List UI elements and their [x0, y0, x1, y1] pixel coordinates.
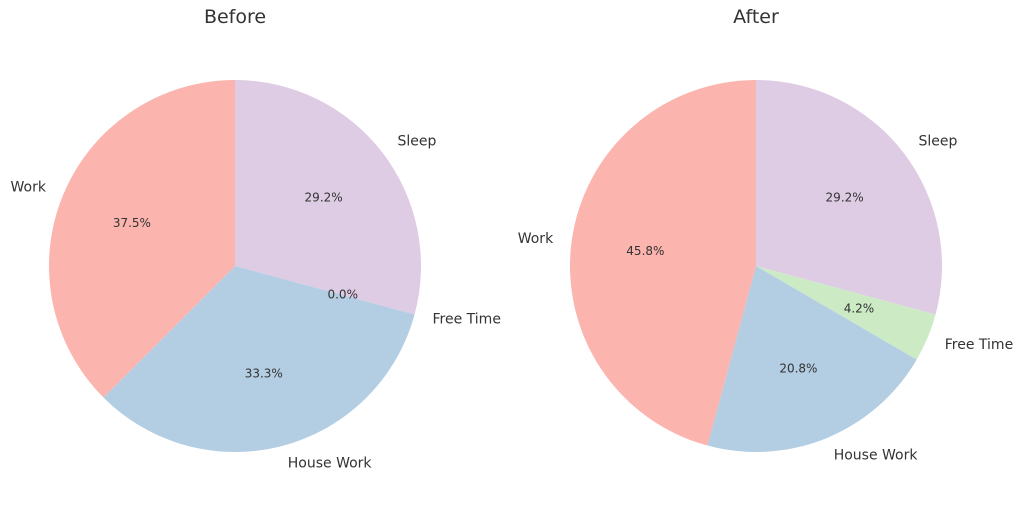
- pie-slice-house-work: [103, 266, 415, 452]
- slice-value-label-sleep: 29.2%: [305, 191, 343, 205]
- slice-label-house-work: House Work: [288, 456, 373, 472]
- pie-slice-house-work: [707, 266, 917, 452]
- slice-label-house-work: House Work: [834, 447, 919, 463]
- pie-slice-sleep: [235, 80, 421, 315]
- chart-title: Before: [204, 6, 266, 28]
- chart-title: After: [733, 6, 779, 28]
- slice-value-label-house-work: 20.8%: [779, 362, 817, 376]
- pie-slice-work: [570, 80, 756, 446]
- slice-value-label-free-time: 4.2%: [844, 302, 875, 316]
- pie-slice-work: [49, 80, 236, 398]
- slice-value-label-house-work: 33.3%: [245, 366, 283, 380]
- slice-value-label-work: 45.8%: [626, 244, 664, 258]
- pie-slice-free-time: [756, 266, 936, 360]
- slice-label-sleep: Sleep: [918, 134, 957, 150]
- slice-label-work: Work: [518, 231, 554, 247]
- slice-label-free-time: Free Time: [433, 311, 501, 327]
- pie-slice-sleep: [756, 80, 942, 315]
- slice-value-label-free-time: 0.0%: [327, 288, 358, 302]
- slice-value-label-sleep: 29.2%: [826, 191, 864, 205]
- pie-chart-before: Before Sleep 29.2% Free Time 0.0% House Work…: [11, 6, 501, 472]
- slice-label-sleep: Sleep: [397, 134, 436, 150]
- pie-chart-after: After Sleep 29.2% Free Time 4.2% House Work 2…: [518, 6, 1013, 463]
- slice-value-label-work: 37.5%: [113, 216, 151, 230]
- slice-label-work: Work: [11, 180, 47, 196]
- slice-label-free-time: Free Time: [945, 337, 1013, 353]
